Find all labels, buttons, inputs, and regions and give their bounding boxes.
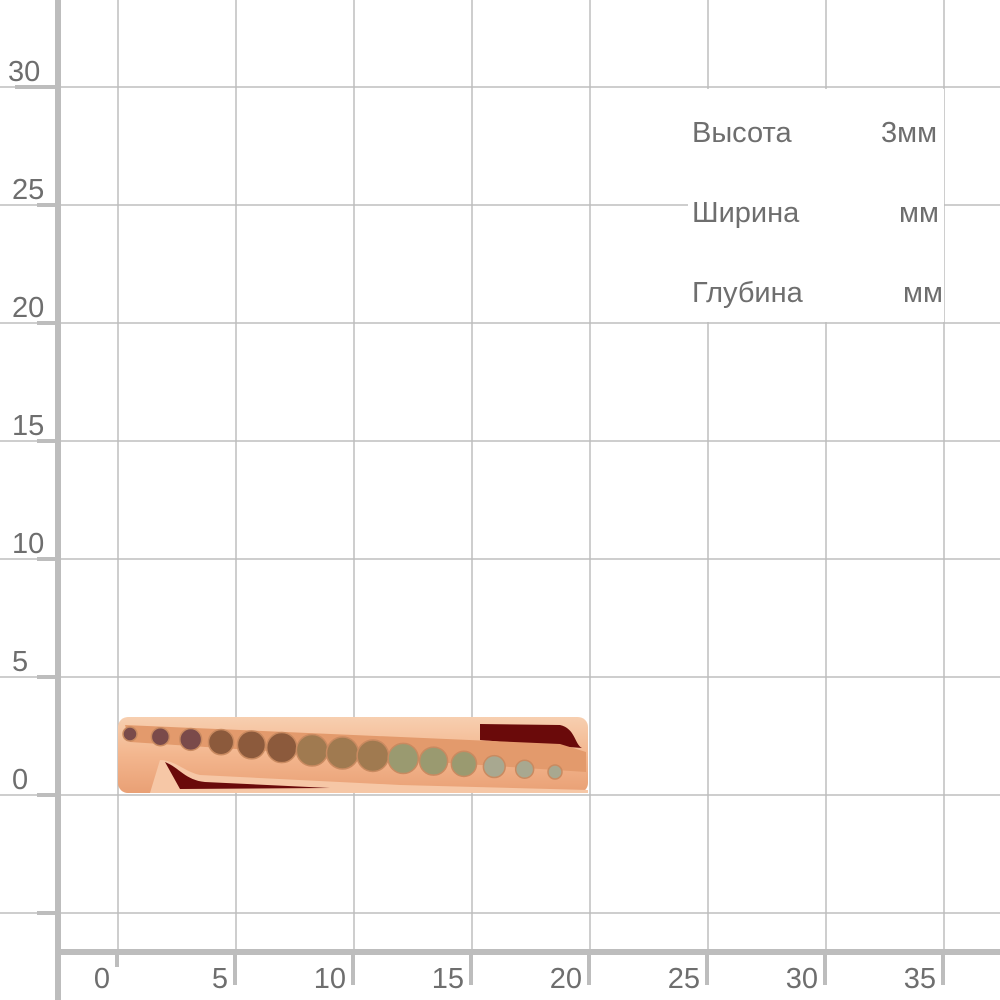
x-tick-mark — [115, 955, 119, 967]
gemstone — [450, 750, 478, 778]
x-axis — [55, 949, 1000, 955]
x-tick-label: 5 — [212, 963, 228, 995]
ring-product-image — [118, 717, 588, 793]
gemstone — [356, 739, 390, 773]
x-tick-mark — [705, 955, 709, 985]
x-tick-label: 10 — [314, 963, 346, 995]
gemstone — [547, 764, 563, 780]
gemstone — [207, 728, 235, 756]
x-tick-mark — [941, 955, 945, 985]
y-tick-mark — [37, 203, 55, 207]
y-tick-label: 30 — [8, 56, 40, 88]
gemstone — [482, 754, 506, 779]
x-tick-label: 15 — [432, 963, 464, 995]
x-tick-label: 30 — [786, 963, 818, 995]
gemstone — [325, 736, 360, 770]
x-tick-label: 35 — [904, 963, 936, 995]
y-tick-mark — [15, 85, 55, 89]
gemstone — [418, 746, 449, 776]
y-axis — [55, 0, 61, 1000]
y-tick-mark — [37, 557, 55, 561]
spec-background — [688, 89, 944, 322]
y-tick-label: 0 — [12, 764, 28, 796]
y-tick-mark — [37, 439, 55, 443]
y-tick-label: 25 — [12, 174, 44, 206]
spec-depth-value: мм — [903, 277, 943, 309]
y-tick-label: 15 — [12, 410, 44, 442]
gemstone — [150, 726, 171, 747]
x-tick-mark — [587, 955, 591, 985]
spec-width-value: мм — [899, 197, 939, 229]
spec-height-label: Высота — [692, 117, 792, 149]
y-tick-label: 10 — [12, 528, 44, 560]
x-tick-mark — [351, 955, 355, 985]
y-tick-label: 5 — [12, 646, 28, 678]
gemstone — [265, 731, 298, 764]
y-tick-label: 20 — [12, 292, 44, 324]
x-tick-mark — [823, 955, 827, 985]
gemstone — [295, 733, 329, 767]
spec-height-value: 3мм — [881, 117, 938, 149]
y-tick-mark — [37, 321, 55, 325]
spec-width-label: Ширина — [692, 197, 800, 229]
x-tick-label: 25 — [668, 963, 700, 995]
gemstone — [514, 759, 535, 780]
y-tick-mark — [37, 675, 55, 679]
x-tick-mark — [233, 955, 237, 985]
gemstone — [122, 726, 138, 742]
x-tick-label: 20 — [550, 963, 582, 995]
x-tick-mark — [469, 955, 473, 985]
gemstone — [236, 730, 267, 760]
spec-depth-label: Глубина — [692, 277, 803, 309]
gemstone — [387, 742, 420, 775]
y-tick-mark — [37, 911, 55, 915]
y-tick-mark — [37, 793, 55, 797]
x-tick-label: 0 — [94, 963, 110, 995]
gemstone — [179, 727, 203, 752]
